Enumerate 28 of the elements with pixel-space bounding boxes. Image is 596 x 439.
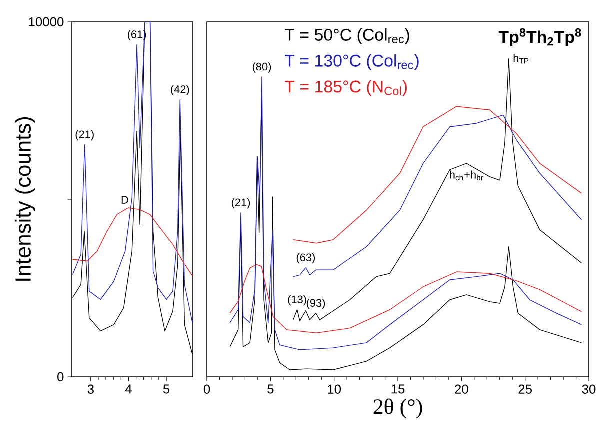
y-tick-label: 10000 [29,17,64,27]
annotation: (63) [296,253,315,264]
annotation: (80) [252,62,272,73]
x-tick-label: 4 [125,384,132,394]
x-tick-label: 30 [582,384,596,394]
annotation: (21) [76,130,94,141]
x-tick-label: 5 [268,384,274,394]
x-tick-label: 15 [392,384,405,394]
x-tick-label: 5 [163,384,170,394]
annotation: (21) [232,198,250,209]
x-axis-title: 2θ (°) [374,398,422,419]
text: T = 50°C (Col$_{rec}$) [284,28,410,44]
y-axis-title: Intensity (counts) [14,117,36,281]
annotation: (13) [288,295,306,306]
x-tick-label: 10 [328,384,342,394]
series-label: T = 130°C (Col$_{rec}$) [284,54,419,70]
x-tick-label: 20 [455,384,468,394]
annotation: (93) [306,298,326,310]
x-tick-label: 25 [518,384,532,394]
annotation: h$_{TP}$ [514,54,529,64]
x-tick-label: 3 [88,384,94,394]
x-tick-label: 0 [204,384,210,394]
line-series [72,208,193,277]
chart-title: Tp$^{8}$Th$_{2}$Tp$^{8}$ [498,28,582,47]
text: T = 185°C (N$_{Col}$) [284,80,407,96]
annotation: D [122,196,128,204]
annotation: (42) [171,85,190,96]
annotation: h$_{ch}$+h$_{br}$ [450,170,484,181]
